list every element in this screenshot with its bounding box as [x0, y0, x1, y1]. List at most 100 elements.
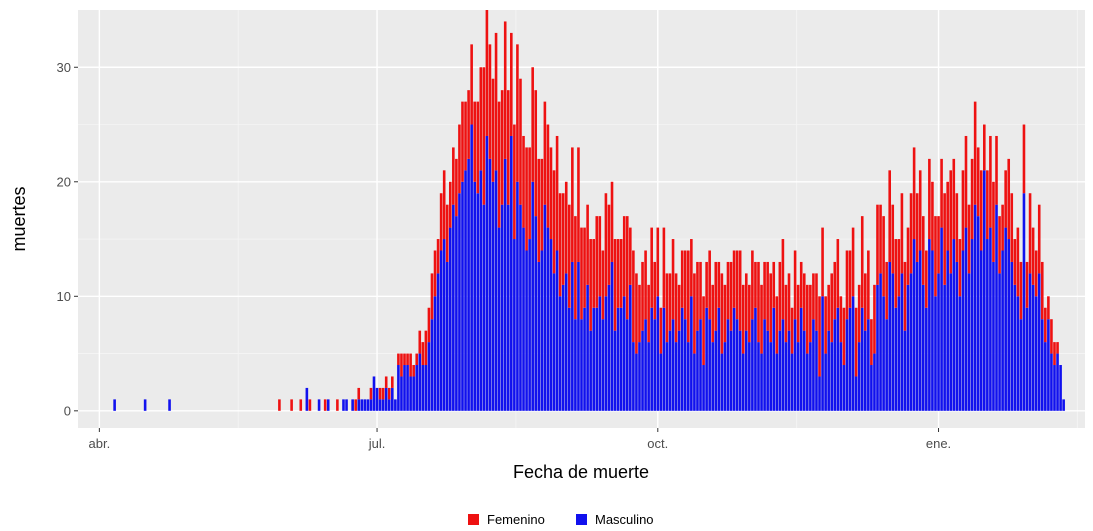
bar-femenino [809, 284, 812, 343]
bar-femenino [1031, 227, 1035, 285]
bar-femenino [400, 353, 403, 377]
bar-femenino [732, 250, 736, 308]
bar-masculino [879, 273, 882, 411]
bar-femenino [458, 124, 461, 194]
bar-femenino [1001, 204, 1004, 251]
bar-masculino [958, 296, 962, 411]
bar-masculino [1001, 250, 1004, 411]
bar-masculino [1007, 239, 1011, 411]
bar-masculino [473, 181, 476, 411]
bar-femenino [906, 227, 910, 285]
bar-femenino [479, 67, 483, 171]
bar-femenino [510, 32, 513, 136]
bar-femenino [918, 170, 922, 251]
bar-masculino [860, 307, 864, 411]
bar-femenino [439, 193, 443, 251]
bar-masculino [552, 273, 556, 411]
bar-masculino [345, 399, 348, 411]
bar-masculino [748, 342, 751, 411]
bar-femenino [516, 44, 519, 182]
bar-masculino [744, 330, 748, 411]
bar-masculino [546, 227, 550, 411]
bar-masculino [567, 307, 571, 411]
bar-masculino [1019, 319, 1023, 411]
bar-femenino [418, 330, 422, 354]
bar-masculino [696, 330, 699, 411]
bar-femenino [983, 124, 986, 171]
bar-femenino [1013, 239, 1017, 285]
bar-femenino [369, 387, 373, 400]
bar-femenino [537, 158, 541, 262]
bar-masculino [683, 319, 687, 411]
bar-masculino [882, 296, 885, 411]
bar-masculino [757, 342, 760, 411]
bar-masculino [955, 261, 959, 411]
bar-masculino [903, 330, 907, 411]
bar-femenino [964, 135, 968, 228]
bar-femenino [915, 193, 919, 262]
bar-masculino [629, 284, 632, 411]
bar-masculino [659, 353, 663, 411]
bar-femenino [967, 204, 971, 274]
bar-femenino [497, 101, 501, 228]
bar-masculino [430, 319, 434, 411]
bar-femenino [525, 147, 528, 251]
bar-masculino [378, 399, 382, 411]
bar-masculino [766, 330, 769, 411]
bar-masculino [586, 284, 589, 411]
bar-masculino [619, 307, 623, 411]
bar-masculino [784, 342, 788, 411]
bar-femenino [470, 44, 473, 125]
bar-masculino [815, 330, 818, 411]
bar-masculino [906, 284, 910, 411]
bar-femenino [815, 273, 818, 331]
bar-femenino [836, 239, 840, 308]
bar-masculino [394, 399, 397, 411]
bar-masculino [735, 319, 739, 411]
y-tick-label: 30 [57, 60, 71, 75]
bar-masculino [992, 261, 995, 411]
bar-femenino [854, 307, 858, 377]
bar-masculino [833, 319, 837, 411]
bar-femenino [592, 239, 596, 308]
bar-femenino [1025, 261, 1029, 308]
y-axis: 0 10 20 30 [57, 60, 78, 418]
bar-femenino [534, 90, 538, 217]
bar-masculino [824, 353, 827, 411]
bar-masculino [799, 307, 803, 411]
bar-masculino [790, 353, 794, 411]
bar-femenino [986, 170, 989, 240]
x-tick-label: abr. [89, 436, 111, 451]
bar-masculino [949, 273, 953, 411]
bar-masculino [687, 342, 690, 411]
bar-masculino [894, 307, 898, 411]
bar-masculino [763, 319, 766, 411]
bar-masculino [638, 342, 641, 411]
bar-masculino [1031, 284, 1035, 411]
bar-femenino [943, 193, 946, 285]
bar-femenino [790, 307, 794, 354]
bar-masculino [406, 365, 409, 411]
bar-femenino [290, 399, 293, 411]
bar-masculino [415, 365, 419, 411]
bar-femenino [519, 78, 522, 205]
bar-femenino [1034, 250, 1038, 297]
bar-masculino [870, 365, 873, 411]
bar-femenino [604, 193, 608, 297]
bar-femenino [839, 296, 843, 343]
bar-masculino [485, 135, 489, 411]
bar-masculino [561, 284, 565, 411]
bar-femenino [729, 261, 733, 331]
bar-femenino [687, 250, 690, 343]
bar-masculino [723, 342, 727, 411]
bar-femenino [571, 147, 574, 262]
bar-femenino [421, 342, 425, 366]
bar-femenino [775, 296, 779, 354]
bar-femenino [473, 101, 476, 182]
bar-femenino [787, 273, 791, 331]
bar-femenino [583, 227, 586, 308]
bar-masculino [644, 319, 647, 411]
bar-masculino [418, 353, 422, 411]
bar-masculino [372, 376, 376, 411]
bar-masculino [491, 181, 495, 411]
